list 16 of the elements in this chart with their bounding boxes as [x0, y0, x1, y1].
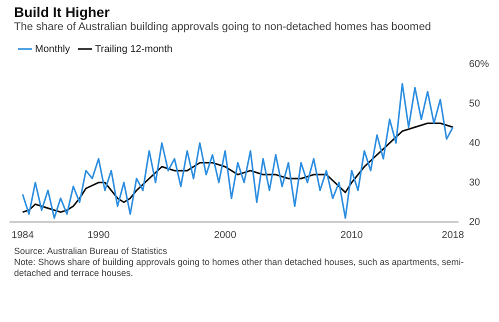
y-tick-label: 40 [468, 138, 481, 149]
y-tick-label: 60% [468, 58, 490, 70]
source-note: Source: Australian Bureau of Statistics [14, 246, 168, 257]
x-tick-label: 2000 [214, 230, 237, 241]
x-tick-label: 1984 [12, 230, 34, 241]
y-tick-label: 30 [468, 177, 481, 188]
text: Note: Shows share of building approvals going to homes other than detached houses, such as apartments, semi-detached and terrace houses. [14, 257, 465, 279]
y-tick-label: 50 [468, 98, 481, 110]
chart-subtitle: The share of Australian building approvals going to non-detached homes has boomed [14, 21, 432, 34]
legend-label: Trailing 12-month [95, 44, 172, 55]
chart-title: Build It Higher [14, 4, 111, 20]
x-tick-label: 1990 [87, 230, 110, 241]
x-tick-label: 2010 [340, 230, 364, 241]
legend-label: Monthly [35, 44, 70, 55]
y-tick-label: 20 [468, 216, 481, 228]
x-tick-label: 2018 [442, 230, 464, 241]
